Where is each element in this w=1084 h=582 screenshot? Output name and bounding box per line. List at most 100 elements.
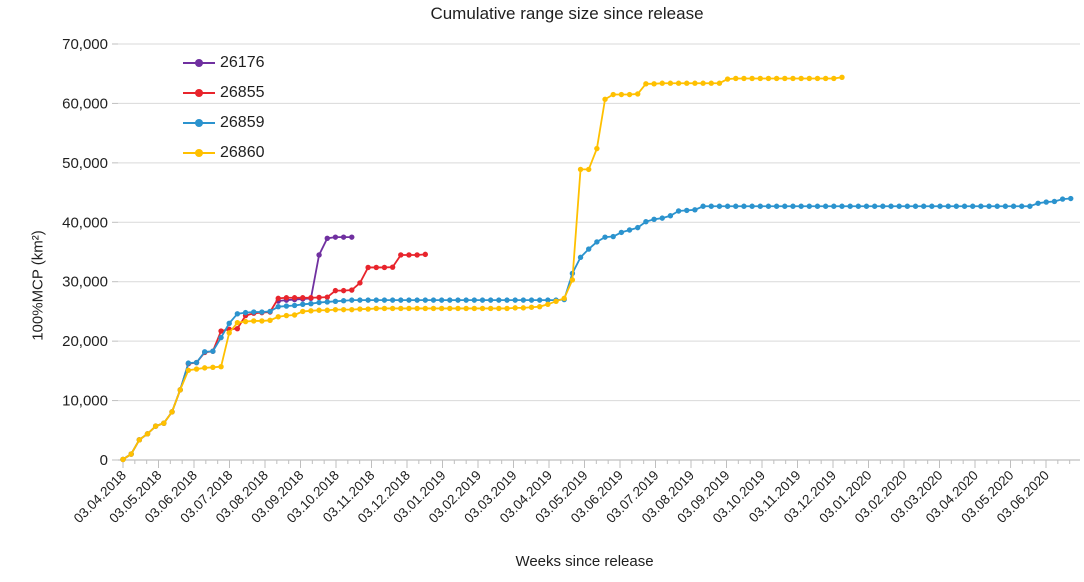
series-26859-marker [1002, 203, 1009, 209]
series-26860-marker [831, 75, 837, 82]
series-26860-marker [128, 451, 134, 457]
series-26859-marker [684, 207, 690, 214]
legend-label: 26860 [220, 143, 265, 161]
series-26860-marker [536, 303, 543, 310]
series-26860-marker [324, 307, 330, 313]
series-26859-marker [422, 297, 429, 303]
series-26855-marker [381, 264, 388, 271]
series-26860-marker [602, 96, 608, 102]
series-26859-marker [986, 203, 992, 209]
y-tick-label: 60,000 [62, 95, 108, 112]
series-26859-marker [994, 203, 1000, 209]
series-26860-marker [487, 305, 494, 312]
series-26860-marker [626, 91, 633, 98]
series-26859-marker [291, 302, 298, 309]
series-26860-marker [553, 298, 559, 305]
series-26859-marker [324, 299, 330, 305]
legend-marker-icon [183, 57, 215, 69]
series-26855-line [122, 253, 426, 461]
series-26859-marker [708, 203, 714, 209]
series-26859-marker [242, 309, 249, 316]
series-26855-marker [332, 287, 339, 294]
series-26859-marker [479, 297, 486, 303]
series-26859-marker [202, 349, 208, 355]
series-26859-marker [594, 239, 600, 245]
series-26860-marker [226, 330, 232, 336]
gridlines [112, 43, 1080, 461]
series-26859-marker [471, 297, 478, 303]
legend-item-26855: 26855 [183, 82, 265, 103]
series-26859-marker [430, 297, 437, 303]
series-26855-marker [349, 287, 355, 293]
series-26855-marker [406, 252, 412, 258]
series-26859-marker [226, 320, 232, 327]
series-26860-marker [161, 420, 167, 426]
series-26176-marker [324, 235, 330, 242]
series-26859-marker [896, 203, 902, 209]
series-26860-marker [782, 75, 788, 82]
series-26860-marker [349, 306, 355, 313]
series-26855-marker [283, 295, 290, 301]
series-26859-marker [904, 203, 911, 209]
series-26859-marker [487, 297, 494, 303]
series-26860-marker [308, 308, 314, 314]
series-26859-marker [1019, 203, 1025, 209]
y-tick-label: 30,000 [62, 274, 108, 291]
series-26860-marker [684, 80, 690, 86]
series-26859-marker [398, 297, 404, 303]
series-26860-marker [700, 80, 706, 86]
series-26859-marker [520, 297, 527, 303]
series-26859-marker [863, 203, 870, 209]
series-26859-marker [300, 301, 306, 307]
series-26860-marker [520, 305, 527, 311]
series-26860-marker [643, 81, 649, 87]
series-26859-marker [814, 203, 821, 209]
series-26860-marker [733, 75, 739, 82]
series-26860-marker [708, 80, 714, 86]
series-26859-marker [675, 208, 682, 214]
series-26855-marker [308, 295, 314, 301]
legend-label: 26859 [220, 113, 265, 131]
series-26860-marker [635, 91, 641, 97]
series-26860-marker [773, 75, 780, 82]
series-26859-marker [1043, 199, 1049, 205]
series-26859-marker [790, 203, 796, 209]
x-tick-labels: 03.04.201803.05.201803.06.201803.07.2018… [71, 468, 1052, 526]
series-26176-marker [349, 234, 355, 240]
series-26859-marker [659, 215, 665, 221]
series-26855-marker [365, 264, 371, 271]
series-26860-marker [741, 75, 747, 82]
series-26859-marker [871, 203, 878, 209]
series-26859-marker [855, 203, 862, 209]
series-26859-marker [283, 303, 290, 309]
series-26859-marker [316, 299, 322, 306]
series-26855-marker [340, 287, 347, 294]
series-26859-marker [455, 297, 461, 303]
series-26859-marker [438, 297, 445, 303]
y-tick-label: 50,000 [62, 155, 108, 172]
series-26859-marker [528, 297, 535, 303]
series-26859-marker [381, 297, 388, 303]
series-26859-marker [586, 246, 592, 252]
series-26859-marker [961, 203, 968, 209]
series-26859-marker [798, 203, 804, 209]
y-tick-label: 40,000 [62, 214, 108, 231]
series-26860-marker [300, 308, 306, 315]
series-26859-marker [545, 297, 551, 303]
series-26859-marker [332, 298, 339, 305]
series-26859-marker [447, 297, 453, 303]
series-26859-marker [782, 203, 788, 209]
series-26859-marker [618, 229, 625, 236]
series-26859-marker [741, 203, 747, 209]
series-26860-marker [496, 305, 502, 312]
legend-marker-icon [183, 117, 215, 129]
series-26860-marker [193, 366, 200, 372]
series-26860-marker [332, 306, 339, 313]
series-26860-marker [577, 166, 584, 173]
series-26860-marker [202, 365, 208, 371]
series-26859-marker [463, 297, 469, 303]
series-26860-marker [806, 75, 813, 82]
series-26859-marker [724, 203, 731, 209]
y-tick-labels: 0 10,000 20,000 30,000 40,000 50,000 60,000 70,… [62, 36, 108, 469]
series-26859-marker [978, 203, 984, 209]
